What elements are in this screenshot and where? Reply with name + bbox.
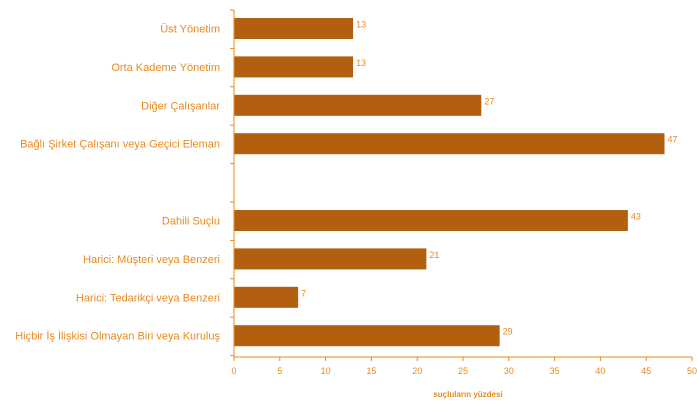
category-label: Hiçbir İş İlişkisi Olmayan Biri veya Kur… (15, 330, 220, 343)
bar (234, 18, 354, 39)
x-tick-label: 20 (412, 366, 422, 376)
x-tick-label: 35 (550, 366, 560, 376)
data-label: 47 (668, 135, 678, 145)
x-axis-title: suçluların yüzdesi (433, 390, 502, 399)
bar (234, 286, 299, 308)
data-label: 29 (503, 327, 513, 337)
x-tick-label: 30 (504, 366, 514, 376)
bars-group (234, 18, 665, 347)
x-tick-label: 5 (277, 366, 282, 376)
x-tick-label: 45 (641, 366, 651, 376)
axes-group: 0 5 10 15 20 25 30 35 40 45 50 (230, 9, 697, 376)
data-label: 21 (429, 250, 439, 260)
bar (234, 248, 427, 270)
x-tick-label: 10 (321, 366, 331, 376)
x-tick-label: 25 (458, 366, 468, 376)
category-label: Üst Yönetim (160, 24, 220, 36)
data-label: 27 (484, 96, 494, 106)
category-label: Orta Kademe Yönetim (111, 62, 220, 74)
data-label: 7 (301, 288, 306, 298)
value-labels-group: 13 13 27 47 43 21 7 29 (301, 20, 677, 337)
bar (234, 94, 482, 116)
data-label: 13 (356, 58, 366, 68)
data-label: 13 (356, 20, 366, 30)
category-label: Bağlı Şirket Çalışanı veya Geçici Eleman (20, 139, 220, 151)
category-label: Diğer Çalışanlar (141, 100, 220, 112)
x-tick-label: 50 (687, 366, 697, 376)
category-labels-group: Üst Yönetim Orta Kademe Yönetim Diğer Çalı… (15, 24, 220, 343)
data-label: 43 (631, 212, 641, 222)
x-tick-label: 40 (595, 366, 605, 376)
x-tick-label: 15 (366, 366, 376, 376)
bar (234, 325, 500, 347)
category-label: Harici: Müşteri veya Benzeri (83, 254, 220, 266)
bar (234, 56, 354, 78)
category-label: Dahili Suçlu (162, 216, 220, 228)
bar (234, 133, 665, 155)
bar (234, 210, 628, 231)
x-tick-label: 0 (231, 366, 236, 376)
category-label: Harici: Tedarikçi veya Benzeri (76, 292, 220, 304)
